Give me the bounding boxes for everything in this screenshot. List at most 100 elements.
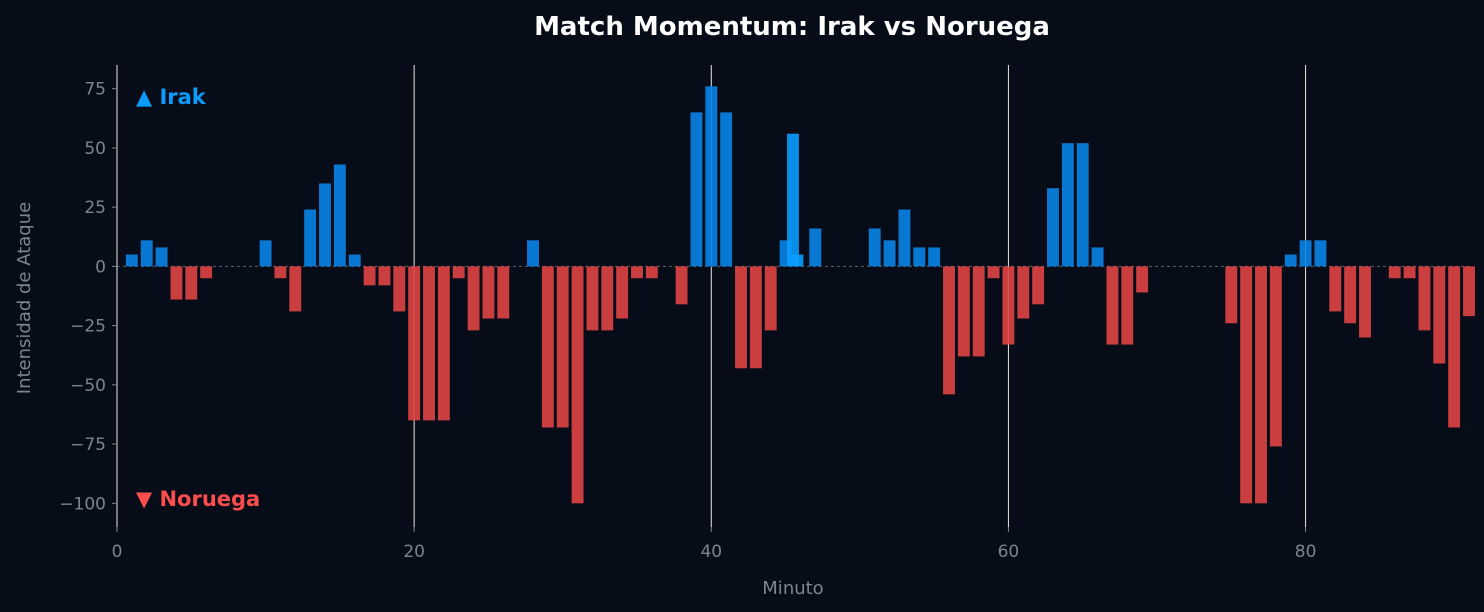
bar-minute-89 (1433, 266, 1446, 364)
bar-minute-68 (1121, 266, 1134, 345)
x-axis-ticks: 0 20 40 60 80 (112, 527, 1317, 562)
bar-minute-44 (764, 266, 777, 331)
bar-minute-35 (631, 266, 643, 279)
x-tick-label: 0 (112, 542, 123, 562)
bar-minute-67 (1106, 266, 1119, 345)
bar-minute-52 (883, 240, 896, 267)
bar-minute-3 (155, 247, 168, 267)
bar-minute-26 (497, 266, 510, 319)
bar-minute-76 (1240, 266, 1253, 504)
bar-minute-5 (185, 266, 198, 300)
bar-minute-81 (1314, 240, 1327, 267)
bar-minute-10 (259, 240, 272, 267)
bar-minute-21 (423, 266, 435, 421)
x-tick-label: 20 (403, 542, 425, 562)
bar-minute-6 (200, 266, 213, 279)
bar-minute-54 (913, 247, 926, 267)
bar-minute-43 (749, 266, 762, 369)
bar-minute-66 (1091, 247, 1104, 267)
y-axis-ticks: 75 50 25 0 −25 −50 −75 −100 (59, 80, 117, 514)
bar-minute-82 (1329, 266, 1342, 312)
y-tick-label: −25 (70, 317, 106, 337)
momentum-bars (125, 86, 1475, 504)
bar-minute-20 (408, 266, 421, 421)
y-tick-label: 50 (84, 139, 106, 159)
bar-minute-13 (304, 209, 317, 267)
bar-minute-61 (1017, 266, 1030, 319)
y-tick-label: −50 (70, 376, 106, 396)
bar-minute-39 (690, 112, 703, 267)
bar-minute-55 (928, 247, 941, 267)
bar-minute-32 (586, 266, 599, 331)
bar-minute-57 (957, 266, 970, 357)
x-tick-label: 60 (998, 542, 1020, 562)
bar-minute-86 (1388, 266, 1401, 279)
bar-minute-90 (1448, 266, 1461, 428)
bar-minute-56 (943, 266, 955, 395)
x-tick-label: 80 (1295, 542, 1317, 562)
y-tick-label: −75 (70, 435, 106, 455)
bar-minute-60 (1002, 266, 1015, 345)
y-tick-label: 0 (95, 257, 106, 277)
bar-minute-58 (972, 266, 985, 357)
bar-minute-80 (1299, 240, 1312, 267)
bar-minute-38 (675, 266, 688, 305)
bar-minute-40 (705, 86, 718, 267)
y-tick-label: 25 (84, 198, 106, 218)
bar-minute-62 (1032, 266, 1045, 305)
bar-minute-78 (1269, 266, 1282, 447)
bar-minute-24 (467, 266, 480, 331)
annotation-away-team: ▼ Noruega (136, 487, 260, 511)
chart-title: Match Momentum: Irak vs Noruega (534, 12, 1050, 42)
bar-minute-25 (482, 266, 495, 319)
annotation-home-team: ▲ Irak (136, 85, 207, 109)
bar-minute-88 (1418, 266, 1431, 331)
bar-minute-45-5 (787, 133, 799, 267)
bar-minute-59 (987, 266, 1000, 279)
bar-minute-65 (1076, 143, 1089, 267)
bar-minute-45 (779, 240, 792, 267)
bar-minute-83 (1344, 266, 1357, 324)
bar-minute-45-8 (791, 254, 804, 267)
bar-minute-16 (348, 254, 361, 267)
y-axis-label: Intensidad de Ataque (14, 202, 35, 394)
bar-minute-77 (1255, 266, 1267, 504)
bar-minute-47 (809, 228, 822, 267)
bar-minute-87 (1403, 266, 1416, 279)
bar-minute-53 (898, 209, 911, 267)
bar-minute-31 (571, 266, 584, 504)
bar-minute-91 (1463, 266, 1475, 317)
bar-minute-11 (274, 266, 287, 279)
bar-minute-30 (556, 266, 569, 428)
bar-minute-15 (333, 164, 346, 267)
x-axis-label: Minuto (762, 578, 823, 599)
bar-minute-69 (1136, 266, 1149, 293)
bar-minute-1 (125, 254, 138, 267)
bar-minute-36 (645, 266, 658, 279)
bar-minute-14 (319, 183, 331, 267)
bar-minute-12 (289, 266, 302, 312)
bar-minute-4 (170, 266, 183, 300)
y-tick-label: −100 (59, 494, 106, 514)
bar-minute-34 (616, 266, 629, 319)
bar-minute-84 (1359, 266, 1371, 338)
bar-minute-42 (735, 266, 747, 369)
bar-minute-63 (1047, 188, 1059, 267)
x-tick-label: 40 (700, 542, 722, 562)
bar-minute-17 (363, 266, 376, 286)
bar-minute-28 (527, 240, 539, 267)
bar-minute-19 (393, 266, 406, 312)
bar-minute-79 (1284, 254, 1297, 267)
bar-minute-29 (541, 266, 554, 428)
bar-minute-23 (452, 266, 465, 279)
y-tick-label: 75 (84, 80, 106, 100)
bar-minute-51 (868, 228, 881, 267)
bar-minute-2 (140, 240, 153, 267)
bar-minute-41 (720, 112, 733, 267)
bar-minute-33 (601, 266, 614, 331)
bar-minute-75 (1225, 266, 1238, 324)
bar-minute-22 (437, 266, 450, 421)
bar-minute-64 (1061, 143, 1074, 267)
bar-minute-18 (378, 266, 391, 286)
